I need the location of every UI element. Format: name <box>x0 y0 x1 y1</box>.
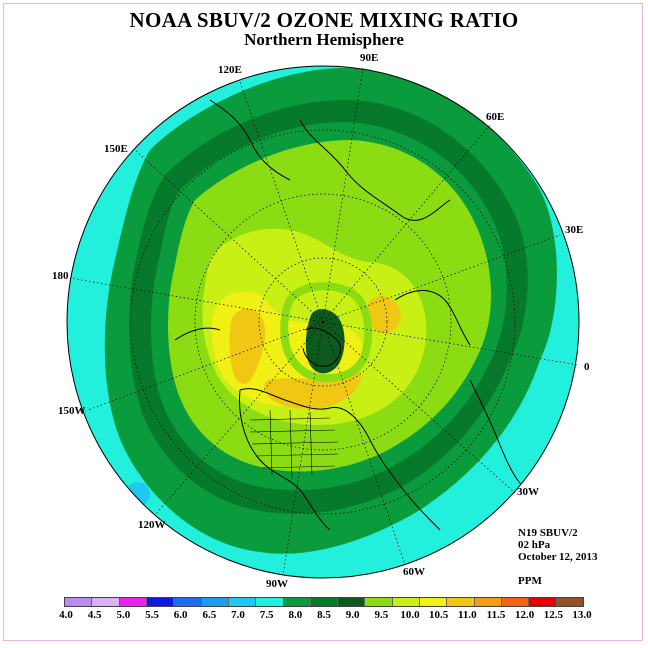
colorbar-swatch <box>228 598 257 606</box>
figure-frame <box>3 3 643 641</box>
colorbar-tick-label: 9.0 <box>345 609 360 621</box>
field-orange-west <box>229 308 266 384</box>
field-polar-minimum <box>305 309 345 374</box>
colorbar-swatch <box>338 598 366 606</box>
colorbar-tick-label: 6.5 <box>202 609 217 621</box>
lon-label-90w: 90W <box>266 578 288 590</box>
colorbar-tick-label: 10.0 <box>400 609 420 621</box>
colorbar-swatch <box>529 598 557 606</box>
instrument-label: N19 SBUV/2 <box>518 527 578 539</box>
field-green-ring <box>280 282 373 383</box>
colorbar-tick-label: 8.0 <box>288 609 303 621</box>
colorbar-tick-label: 12.0 <box>515 609 535 621</box>
colorbar-tick-label: 11.0 <box>458 609 477 621</box>
lon-label-30w: 30W <box>517 486 539 498</box>
colorbar <box>64 597 584 607</box>
colorbar-swatch <box>174 598 202 606</box>
colorbar-swatch <box>65 598 93 606</box>
colorbar-swatch <box>146 598 175 606</box>
colorbar-tick-label: 9.5 <box>374 609 389 621</box>
colorbar-swatch <box>365 598 393 606</box>
lon-label-150w: 150W <box>58 405 86 417</box>
lon-label-180: 180 <box>52 270 69 282</box>
coastlines <box>174 99 541 531</box>
colorbar-swatch <box>119 598 147 606</box>
date-label: October 12, 2013 <box>518 551 598 563</box>
state-lines <box>249 409 339 479</box>
lon-label-30e: 30E <box>565 224 583 236</box>
colorbar-tick-label: 13.0 <box>572 609 592 621</box>
colorbar-swatch <box>283 598 311 606</box>
colorbar-tick-label: 7.5 <box>259 609 274 621</box>
colorbar-swatch <box>447 598 475 606</box>
colorbar-ticks: 4.0 4.5 5.0 5.5 6.0 6.5 7.0 7.5 8.0 8.5 9.0 9.5 10.0… <box>0 609 648 623</box>
lon-label-0: 0 <box>584 361 590 373</box>
colorbar-tick-label: 10.5 <box>429 609 449 621</box>
lon-label-90e: 90E <box>360 52 378 64</box>
map-boundary <box>66 65 580 579</box>
units-label: PPM <box>518 575 542 587</box>
colorbar-swatch <box>420 598 448 606</box>
colorbar-tick-label: 8.5 <box>317 609 331 621</box>
colorbar-tick-label: 6.0 <box>173 609 188 621</box>
colorbar-swatch <box>502 598 530 606</box>
colorbar-swatch <box>201 598 229 606</box>
colorbar-swatch <box>474 598 502 606</box>
field-blue-spot <box>126 482 150 506</box>
colorbar-swatch <box>92 598 120 606</box>
colorbar-swatch <box>392 598 421 606</box>
pressure-level-label: 02 hPa <box>518 539 551 551</box>
lon-label-120e: 120E <box>218 64 242 76</box>
lon-label-120w: 120W <box>138 519 166 531</box>
lon-label-60e: 60E <box>486 111 504 123</box>
colorbar-tick-label: 5.5 <box>145 609 159 621</box>
colorbar-tick-label: 4.0 <box>59 609 73 621</box>
map-title: NOAA SBUV/2 OZONE MIXING RATIO <box>129 8 519 32</box>
colorbar-tick-label: 4.5 <box>87 609 102 621</box>
colorbar-tick-label: 12.5 <box>543 609 563 621</box>
map-subtitle: Northern Hemisphere <box>244 30 404 49</box>
colorbar-tick-label: 11.5 <box>486 609 506 621</box>
field-orange-east <box>367 295 401 334</box>
colorbar-swatch <box>556 598 583 606</box>
graticule <box>69 67 579 576</box>
lon-label-60w: 60W <box>403 566 425 578</box>
lon-label-150e: 150E <box>104 143 128 155</box>
colorbar-tick-label: 5.0 <box>116 609 131 621</box>
colorbar-tick-label: 7.0 <box>231 609 245 621</box>
colorbar-swatch <box>310 598 339 606</box>
colorbar-swatch <box>256 598 284 606</box>
